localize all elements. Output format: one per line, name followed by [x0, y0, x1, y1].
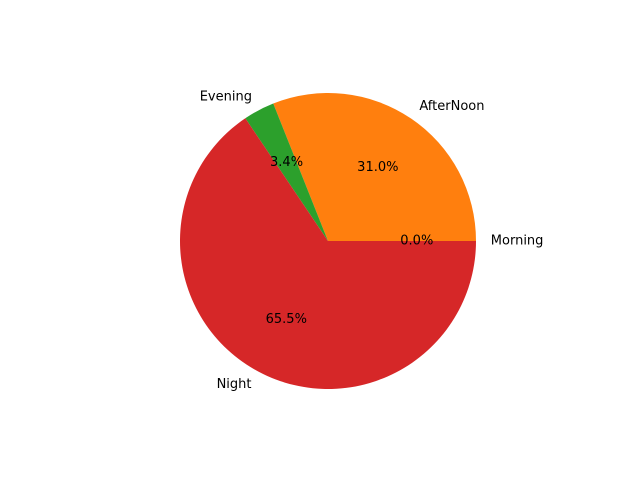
pie-slice-afternoon: [273, 92, 476, 241]
pie-pct-label-night: 65.5%: [266, 312, 307, 327]
pie-slice-evening: [245, 103, 328, 241]
pie-pct-label-morning: 0.0%: [400, 234, 433, 249]
pie-labels: 0.0% Morning 31.0% AfterNoon 3.4% Evening 65.5…: [200, 90, 544, 393]
pie-pct-label-evening: 3.4%: [270, 155, 303, 170]
pie-slice-night: [180, 118, 476, 390]
pie-slices: [180, 92, 476, 390]
pie-pct-label-afternoon: 31.0%: [357, 160, 398, 175]
pie-category-label-night: Night: [217, 377, 252, 392]
pie-category-label-evening: Evening: [200, 90, 252, 105]
pie-category-label-morning: Morning: [491, 234, 544, 249]
pie-category-label-afternoon: AfterNoon: [419, 99, 484, 114]
